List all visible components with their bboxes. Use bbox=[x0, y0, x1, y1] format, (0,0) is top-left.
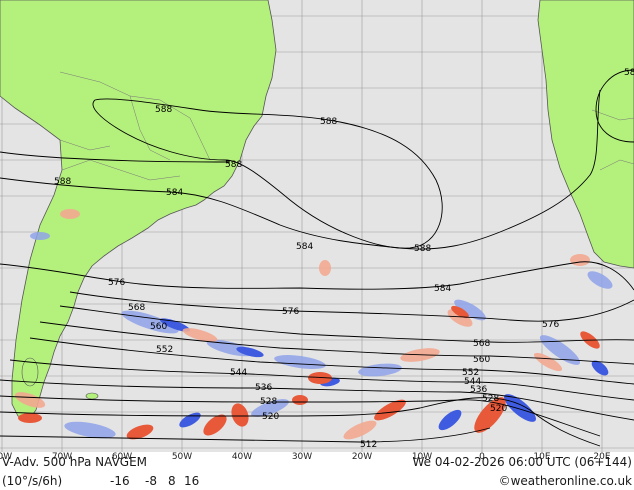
islands bbox=[21, 357, 99, 400]
tick-label: 30W bbox=[292, 452, 312, 462]
tick-label: 40W bbox=[232, 452, 252, 462]
tick-label: 20W bbox=[352, 452, 372, 462]
contour-label: 528 bbox=[260, 397, 277, 407]
legend-value-neg-strong: -16 bbox=[110, 474, 130, 488]
map-title: V-Adv. 500 hPa NAVGEM bbox=[2, 455, 147, 469]
contour-label: 520 bbox=[262, 412, 279, 422]
contour-label: 584 bbox=[624, 68, 634, 78]
legend-value-pos-strong: 16 bbox=[184, 474, 199, 488]
contour-576-low bbox=[69, 291, 634, 322]
country-borders bbox=[59, 71, 634, 181]
contour-568 bbox=[59, 305, 634, 343]
tick-label: 10E bbox=[533, 452, 550, 462]
valid-time: We 04-02-2026 06:00 UTC (06+144) bbox=[412, 455, 632, 469]
contour-528 bbox=[0, 395, 601, 437]
contour-label: 536 bbox=[470, 385, 487, 395]
tick-label: 60W bbox=[112, 452, 132, 462]
contour-544 bbox=[9, 359, 634, 401]
contour-label: 568 bbox=[473, 339, 490, 349]
contour-label: 568 bbox=[128, 303, 145, 313]
contour-label: 588 bbox=[54, 177, 71, 187]
tick-label: 80W bbox=[0, 452, 12, 462]
contour-label-group: 588 588 588 588 588 584 584 584 584 576 … bbox=[54, 68, 634, 450]
contour-label: 576 bbox=[282, 307, 299, 317]
contour-label: 588 bbox=[320, 117, 337, 127]
credit-link[interactable]: ©weatheronline.co.uk bbox=[499, 474, 632, 488]
units-label: (10°/s/6h) bbox=[2, 474, 62, 488]
contour-label: 544 bbox=[230, 368, 247, 378]
contour-label: 588 bbox=[225, 160, 242, 170]
contour-label: 544 bbox=[464, 377, 481, 387]
contour-label: 584 bbox=[296, 242, 313, 252]
tick-label: 70W bbox=[52, 452, 72, 462]
contour-label: 584 bbox=[434, 284, 451, 294]
legend-value-pos-weak: 8 bbox=[168, 474, 176, 488]
contour-label: 584 bbox=[166, 188, 183, 198]
africa-landmass bbox=[537, 0, 634, 269]
tick-label: 10W bbox=[412, 452, 432, 462]
contour-576 bbox=[0, 261, 634, 291]
contour-label: 512 bbox=[360, 440, 377, 450]
tick-label: 0 bbox=[479, 452, 485, 462]
contour-label: 588 bbox=[414, 244, 431, 254]
south-america-landmass bbox=[0, 0, 277, 419]
contour-512 bbox=[0, 427, 491, 443]
contour-560 bbox=[39, 321, 634, 365]
tick-label: 50W bbox=[172, 452, 192, 462]
contour-552 bbox=[29, 337, 634, 385]
longitude-tick-labels: 80W 70W 60W 50W 40W 30W 20W 10W 0 10E 20… bbox=[0, 452, 611, 462]
contour-588-west bbox=[0, 151, 231, 163]
contour-520 bbox=[0, 397, 601, 447]
contour-584 bbox=[0, 89, 601, 250]
contour-588-africa bbox=[595, 69, 634, 143]
contour-588-loop bbox=[92, 98, 443, 249]
legend-value-neg-weak: -8 bbox=[145, 474, 157, 488]
contour-label: 588 bbox=[155, 105, 172, 115]
contour-label: 576 bbox=[542, 320, 559, 330]
contour-label: 536 bbox=[255, 383, 272, 393]
height-contours bbox=[0, 69, 634, 447]
contour-536 bbox=[0, 379, 634, 421]
contour-label: 552 bbox=[462, 368, 479, 378]
contour-label: 552 bbox=[156, 345, 173, 355]
contour-label: 560 bbox=[473, 355, 490, 365]
contour-label: 528 bbox=[482, 394, 499, 404]
tick-label: 20E bbox=[593, 452, 610, 462]
contour-label: 520 bbox=[490, 404, 507, 414]
contour-label: 576 bbox=[108, 278, 125, 288]
contour-label: 560 bbox=[150, 322, 167, 332]
